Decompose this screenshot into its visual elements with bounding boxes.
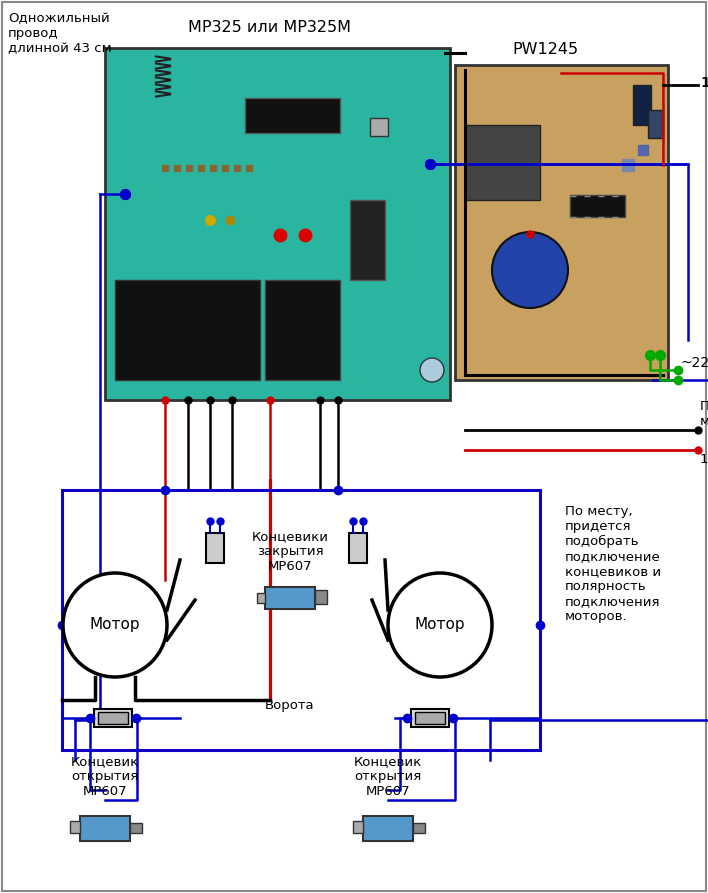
Bar bbox=[455, 65, 668, 380]
Text: Одножильный
провод
длинной 43 см: Одножильный провод длинной 43 см bbox=[8, 12, 112, 55]
Circle shape bbox=[420, 358, 444, 382]
Bar bbox=[633, 85, 651, 125]
Bar bbox=[206, 533, 224, 563]
Bar bbox=[353, 821, 363, 833]
Text: MP325 или MP325M: MP325 или MP325M bbox=[188, 20, 351, 35]
Bar bbox=[265, 280, 340, 380]
Bar bbox=[245, 98, 340, 133]
Bar bbox=[70, 821, 80, 833]
Bar bbox=[415, 712, 445, 724]
Text: Питание
моторов: Питание моторов bbox=[700, 400, 708, 428]
Bar bbox=[115, 280, 260, 380]
Circle shape bbox=[492, 232, 568, 308]
Bar bbox=[411, 709, 449, 727]
Circle shape bbox=[388, 573, 492, 677]
Bar bbox=[570, 195, 625, 217]
Bar bbox=[80, 816, 130, 841]
Bar bbox=[370, 118, 388, 136]
Text: Концевик
открытия
MP607: Концевик открытия MP607 bbox=[354, 755, 422, 798]
Text: 12V: 12V bbox=[700, 76, 708, 90]
Bar bbox=[315, 590, 327, 604]
Bar bbox=[349, 533, 367, 563]
Circle shape bbox=[63, 573, 167, 677]
Text: Мотор: Мотор bbox=[415, 617, 465, 632]
Text: ~220V: ~220V bbox=[680, 356, 708, 370]
Bar bbox=[94, 709, 132, 727]
Bar bbox=[413, 823, 425, 833]
Bar bbox=[265, 587, 315, 609]
Bar bbox=[363, 816, 413, 841]
Bar bbox=[130, 823, 142, 833]
Text: По месту,
придется
подобрать
подключение
концевиков и
полярность
подключения
мот: По месту, придется подобрать подключение… bbox=[565, 505, 661, 623]
Bar bbox=[105, 48, 450, 400]
Text: 12/24V: 12/24V bbox=[700, 452, 708, 465]
Text: Ворота: Ворота bbox=[265, 699, 314, 713]
Text: Концевик
открытия
MP607: Концевик открытия MP607 bbox=[71, 755, 139, 798]
Bar bbox=[350, 200, 385, 280]
Text: Концевики
закрытия
MP607: Концевики закрытия MP607 bbox=[251, 530, 329, 573]
Bar bbox=[465, 125, 540, 200]
Bar bbox=[98, 712, 128, 724]
Text: PW1245: PW1245 bbox=[512, 42, 578, 57]
Bar bbox=[257, 593, 265, 603]
Text: Мотор: Мотор bbox=[90, 617, 140, 632]
Bar bbox=[648, 110, 663, 138]
Bar bbox=[62, 490, 540, 750]
